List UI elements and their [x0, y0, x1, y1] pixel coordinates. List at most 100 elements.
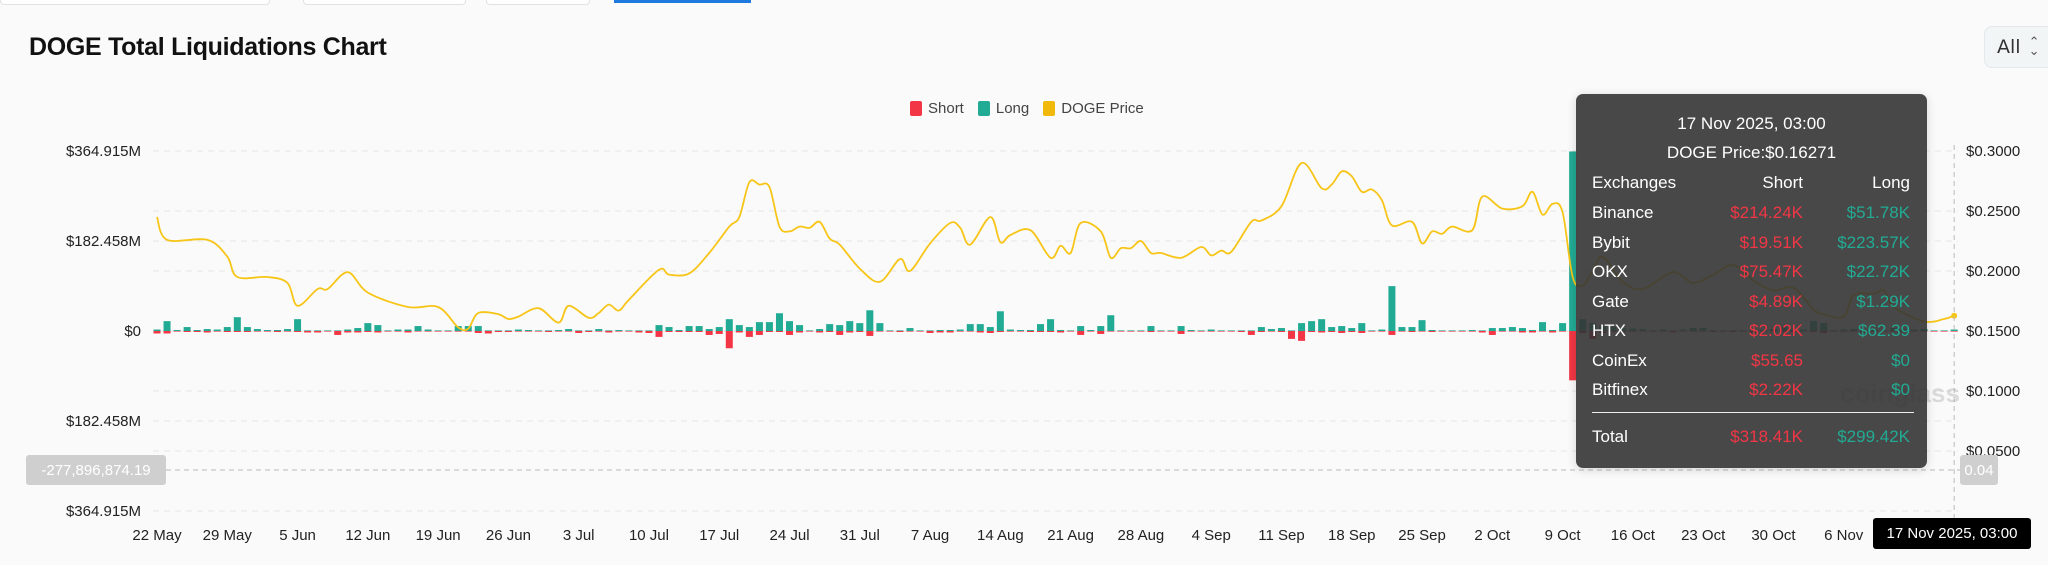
short-bar [1097, 331, 1105, 334]
short-bar [504, 331, 512, 332]
top-tab-active-partial[interactable] [614, 0, 751, 3]
long-bar [786, 321, 794, 331]
long-bar [1267, 329, 1275, 331]
tooltip-row-bybit: Bybit $19.51K $223.57K [1592, 233, 1910, 257]
short-bar [1267, 331, 1275, 332]
x-axis-tick: 22 May [132, 527, 182, 544]
long-bar [354, 328, 362, 331]
long-bar [655, 325, 663, 331]
x-axis-tick: 4 Sep [1192, 527, 1231, 544]
legend-swatch-price [1043, 101, 1056, 116]
short-bar [514, 331, 522, 332]
x-axis-tick: 23 Oct [1681, 527, 1726, 544]
short-bar [665, 331, 673, 332]
long-bar [334, 330, 342, 331]
legend-item-short[interactable]: Short [910, 100, 964, 117]
short-bar [1549, 331, 1557, 333]
long-bar [1087, 330, 1095, 331]
short-bar [1037, 331, 1045, 332]
long-bar [996, 311, 1004, 331]
short-bar [1117, 331, 1125, 332]
x-axis-tick: 21 Aug [1047, 527, 1094, 544]
long-bar [846, 321, 854, 331]
long-bar [1037, 324, 1045, 331]
short-bar [404, 331, 412, 333]
short-bar [263, 331, 271, 332]
long-bar [1257, 327, 1265, 331]
long-bar [615, 330, 623, 331]
range-select[interactable]: All ⌃ ⌄ [1984, 26, 2048, 68]
short-bar [374, 331, 382, 333]
long-bar [253, 329, 261, 331]
crosshair [166, 145, 1960, 518]
short-bar [1247, 331, 1255, 335]
short-bar [846, 331, 854, 333]
long-bar [1549, 330, 1557, 331]
x-axis-tick: 19 Jun [416, 527, 461, 544]
long-bar [484, 330, 492, 331]
tooltip-row-okx: OKX $75.47K $22.72K [1592, 262, 1910, 286]
long-bar [896, 330, 904, 331]
legend-item-long[interactable]: Long [977, 100, 1029, 117]
long-bar [535, 330, 543, 331]
top-control-partial[interactable] [303, 0, 466, 5]
long-bar [474, 326, 482, 331]
tooltip-divider [1592, 412, 1914, 413]
long-bar [1338, 326, 1346, 331]
header-long: Long [1872, 173, 1910, 192]
long-bar [1950, 329, 1958, 331]
short-bar [1930, 331, 1938, 332]
short-bar [324, 331, 332, 332]
right-axis-tick: $0.2000 [1966, 263, 2020, 280]
long-bar [1237, 330, 1245, 331]
short-bar [1950, 331, 1958, 332]
left-axis-tick: $364.915M [66, 143, 141, 160]
long-bar [745, 327, 753, 331]
top-control-partial[interactable] [486, 0, 590, 5]
top-control-partial[interactable] [0, 0, 270, 5]
long-bar [173, 330, 181, 331]
long-bar [1458, 330, 1466, 331]
tooltip-long-value: $0 [1891, 350, 1910, 370]
short-bar [886, 331, 894, 332]
short-bar [1518, 331, 1526, 333]
short-bar [715, 331, 723, 334]
long-bar [394, 329, 402, 331]
right-axis-tick: $0.1000 [1966, 383, 2020, 400]
long-bar [454, 326, 462, 331]
tooltip-short-value: $55.65 [1751, 350, 1803, 370]
short-bar [1468, 331, 1476, 332]
long-bar [775, 313, 783, 331]
short-bar [223, 331, 231, 332]
short-bar [765, 331, 773, 332]
long-bar [314, 330, 322, 331]
short-bar [675, 331, 683, 332]
tooltip-long-value: $0 [1891, 380, 1910, 399]
short-bar [454, 331, 462, 332]
short-bar [1057, 331, 1065, 333]
tooltip-row-bitfinex: Bitfinex $2.22K $0 [1592, 380, 1910, 404]
long-bar [1197, 330, 1205, 331]
long-bar [1117, 330, 1125, 331]
short-bar [1348, 331, 1356, 332]
right-axis-tick: $0.3000 [1966, 143, 2020, 160]
long-bar [936, 330, 944, 331]
legend-item-price[interactable]: DOGE Price [1043, 100, 1144, 117]
short-bar [535, 331, 543, 332]
x-axis-tick: 11 Sep [1258, 527, 1304, 544]
long-bar [1498, 328, 1506, 331]
long-bar [836, 325, 844, 331]
price-point-marker [1951, 312, 1958, 319]
short-bar [896, 331, 904, 332]
short-bar [233, 331, 241, 332]
right-axis-tick: $0.1500 [1966, 323, 2020, 340]
short-bar [304, 331, 312, 333]
short-bar [585, 331, 593, 332]
long-bar [1328, 327, 1336, 331]
tooltip-exchange-value: CoinEx [1592, 350, 1647, 370]
short-bar [775, 331, 783, 332]
long-bar [1026, 330, 1034, 331]
long-bar [1288, 330, 1296, 331]
long-bar [1177, 326, 1185, 331]
